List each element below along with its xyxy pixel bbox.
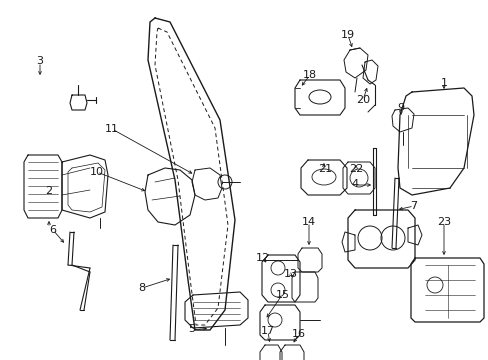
Text: 19: 19: [341, 30, 354, 40]
Text: 10: 10: [90, 167, 103, 177]
Text: 16: 16: [292, 329, 305, 339]
Text: 17: 17: [261, 326, 274, 336]
Text: 12: 12: [256, 253, 269, 264]
Text: 4: 4: [351, 179, 358, 189]
Text: 1: 1: [440, 78, 447, 88]
Text: 13: 13: [283, 269, 297, 279]
Text: 5: 5: [188, 324, 195, 334]
Text: 8: 8: [138, 283, 145, 293]
Text: 6: 6: [49, 225, 56, 235]
Text: 23: 23: [436, 217, 450, 228]
Text: 9: 9: [397, 103, 404, 113]
Text: 18: 18: [303, 70, 316, 80]
Text: 21: 21: [317, 164, 331, 174]
Text: 11: 11: [104, 124, 118, 134]
Text: 14: 14: [302, 217, 315, 228]
Text: 20: 20: [355, 95, 369, 105]
Text: 3: 3: [37, 56, 43, 66]
Text: 7: 7: [409, 201, 416, 211]
Text: 15: 15: [275, 290, 289, 300]
Text: 2: 2: [45, 186, 52, 196]
Text: 22: 22: [348, 164, 363, 174]
